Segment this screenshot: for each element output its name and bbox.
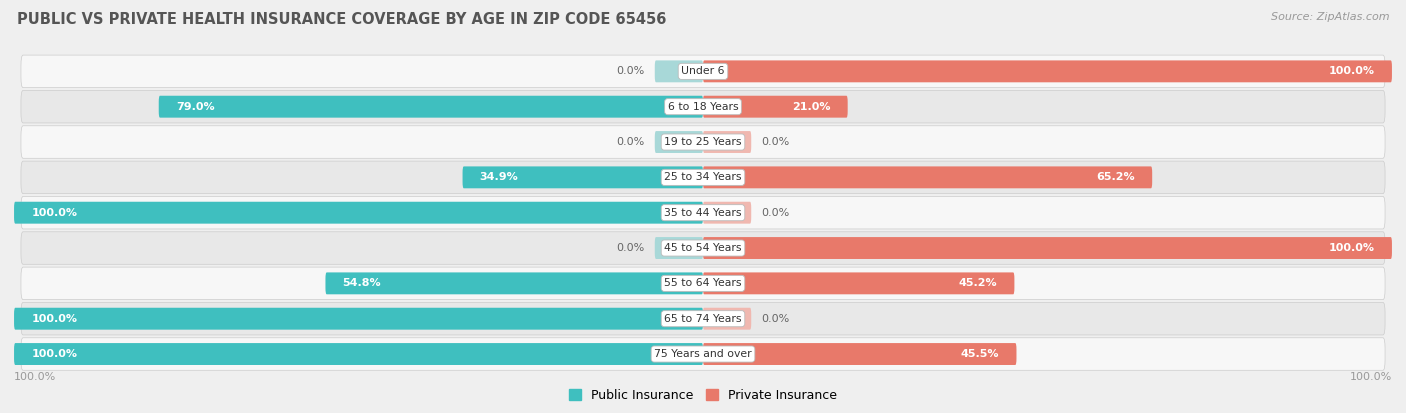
FancyBboxPatch shape [655, 131, 703, 153]
Text: 0.0%: 0.0% [762, 137, 790, 147]
FancyBboxPatch shape [21, 267, 1385, 299]
FancyBboxPatch shape [703, 343, 1017, 365]
Text: 54.8%: 54.8% [343, 278, 381, 288]
Text: 0.0%: 0.0% [616, 137, 644, 147]
Text: 65 to 74 Years: 65 to 74 Years [664, 314, 742, 324]
Text: 45.2%: 45.2% [959, 278, 997, 288]
Text: 100.0%: 100.0% [14, 373, 56, 382]
Text: 35 to 44 Years: 35 to 44 Years [664, 208, 742, 218]
FancyBboxPatch shape [21, 302, 1385, 335]
FancyBboxPatch shape [21, 338, 1385, 370]
FancyBboxPatch shape [703, 166, 1152, 188]
FancyBboxPatch shape [703, 308, 751, 330]
Text: PUBLIC VS PRIVATE HEALTH INSURANCE COVERAGE BY AGE IN ZIP CODE 65456: PUBLIC VS PRIVATE HEALTH INSURANCE COVER… [17, 12, 666, 27]
Text: 21.0%: 21.0% [792, 102, 831, 112]
Text: 6 to 18 Years: 6 to 18 Years [668, 102, 738, 112]
FancyBboxPatch shape [463, 166, 703, 188]
FancyBboxPatch shape [21, 126, 1385, 158]
Text: 79.0%: 79.0% [176, 102, 215, 112]
FancyBboxPatch shape [14, 202, 703, 224]
Text: 0.0%: 0.0% [616, 243, 644, 253]
Text: 100.0%: 100.0% [1350, 373, 1392, 382]
Text: 0.0%: 0.0% [762, 208, 790, 218]
FancyBboxPatch shape [703, 237, 1392, 259]
Text: Under 6: Under 6 [682, 66, 724, 76]
FancyBboxPatch shape [21, 197, 1385, 229]
Text: 100.0%: 100.0% [31, 349, 77, 359]
FancyBboxPatch shape [21, 55, 1385, 88]
Text: 0.0%: 0.0% [762, 314, 790, 324]
Text: 19 to 25 Years: 19 to 25 Years [664, 137, 742, 147]
Text: 100.0%: 100.0% [31, 314, 77, 324]
Text: 75 Years and over: 75 Years and over [654, 349, 752, 359]
Text: 45.5%: 45.5% [960, 349, 1000, 359]
FancyBboxPatch shape [21, 232, 1385, 264]
FancyBboxPatch shape [703, 60, 1392, 82]
FancyBboxPatch shape [655, 237, 703, 259]
FancyBboxPatch shape [703, 131, 751, 153]
Text: 34.9%: 34.9% [479, 172, 519, 183]
Text: 45 to 54 Years: 45 to 54 Years [664, 243, 742, 253]
FancyBboxPatch shape [14, 343, 703, 365]
FancyBboxPatch shape [703, 202, 751, 224]
Text: 25 to 34 Years: 25 to 34 Years [664, 172, 742, 183]
Legend: Public Insurance, Private Insurance: Public Insurance, Private Insurance [564, 384, 842, 407]
FancyBboxPatch shape [655, 60, 703, 82]
FancyBboxPatch shape [325, 273, 703, 294]
FancyBboxPatch shape [21, 161, 1385, 194]
Text: 100.0%: 100.0% [31, 208, 77, 218]
FancyBboxPatch shape [159, 96, 703, 118]
FancyBboxPatch shape [14, 308, 703, 330]
Text: 100.0%: 100.0% [1329, 243, 1375, 253]
FancyBboxPatch shape [703, 96, 848, 118]
FancyBboxPatch shape [21, 90, 1385, 123]
FancyBboxPatch shape [703, 273, 1014, 294]
Text: Source: ZipAtlas.com: Source: ZipAtlas.com [1271, 12, 1389, 22]
Text: 0.0%: 0.0% [616, 66, 644, 76]
Text: 55 to 64 Years: 55 to 64 Years [664, 278, 742, 288]
Text: 100.0%: 100.0% [1329, 66, 1375, 76]
Text: 65.2%: 65.2% [1097, 172, 1135, 183]
